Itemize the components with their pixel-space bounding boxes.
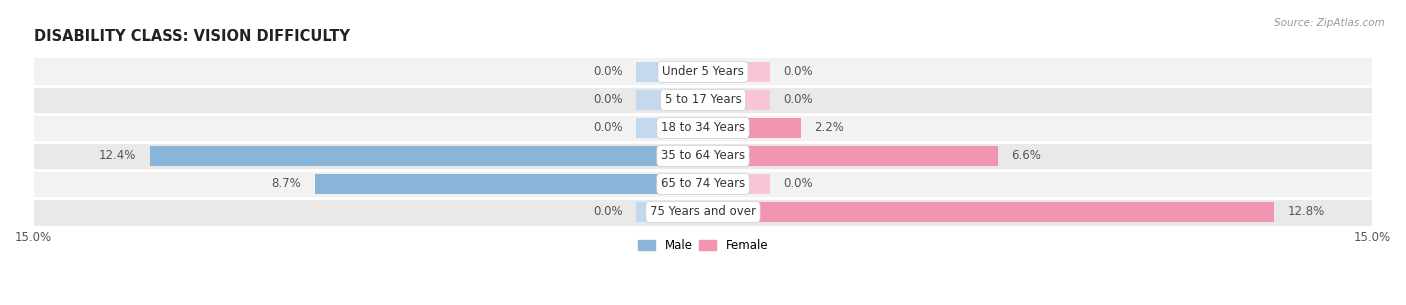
Text: 6.6%: 6.6% bbox=[1011, 149, 1040, 163]
Text: 0.0%: 0.0% bbox=[783, 66, 813, 78]
Bar bbox=[636, 62, 703, 82]
Bar bbox=[34, 86, 1372, 114]
Text: Under 5 Years: Under 5 Years bbox=[662, 66, 744, 78]
Text: 75 Years and over: 75 Years and over bbox=[650, 206, 756, 218]
Text: DISABILITY CLASS: VISION DIFFICULTY: DISABILITY CLASS: VISION DIFFICULTY bbox=[34, 30, 350, 45]
Bar bbox=[636, 90, 703, 110]
Bar bbox=[703, 146, 997, 166]
Bar bbox=[703, 174, 770, 194]
Bar bbox=[34, 170, 1372, 198]
Bar bbox=[636, 202, 703, 222]
Text: 8.7%: 8.7% bbox=[271, 178, 301, 190]
Bar bbox=[34, 58, 1372, 86]
Bar bbox=[703, 90, 770, 110]
Bar bbox=[703, 62, 770, 82]
Bar bbox=[703, 118, 801, 138]
Text: 18 to 34 Years: 18 to 34 Years bbox=[661, 121, 745, 135]
Bar bbox=[703, 202, 1274, 222]
Text: 65 to 74 Years: 65 to 74 Years bbox=[661, 178, 745, 190]
Text: Source: ZipAtlas.com: Source: ZipAtlas.com bbox=[1274, 18, 1385, 28]
Text: 12.4%: 12.4% bbox=[98, 149, 136, 163]
Text: 0.0%: 0.0% bbox=[593, 121, 623, 135]
Text: 0.0%: 0.0% bbox=[593, 206, 623, 218]
Bar bbox=[636, 118, 703, 138]
Bar bbox=[34, 198, 1372, 226]
Text: 5 to 17 Years: 5 to 17 Years bbox=[665, 93, 741, 106]
Bar bbox=[34, 142, 1372, 170]
Text: 0.0%: 0.0% bbox=[593, 66, 623, 78]
Text: 12.8%: 12.8% bbox=[1288, 206, 1324, 218]
Text: 0.0%: 0.0% bbox=[783, 93, 813, 106]
Text: 35 to 64 Years: 35 to 64 Years bbox=[661, 149, 745, 163]
Bar bbox=[34, 114, 1372, 142]
Text: 0.0%: 0.0% bbox=[593, 93, 623, 106]
Bar bbox=[315, 174, 703, 194]
Bar bbox=[149, 146, 703, 166]
Legend: Male, Female: Male, Female bbox=[633, 235, 773, 257]
Text: 2.2%: 2.2% bbox=[814, 121, 845, 135]
Text: 0.0%: 0.0% bbox=[783, 178, 813, 190]
